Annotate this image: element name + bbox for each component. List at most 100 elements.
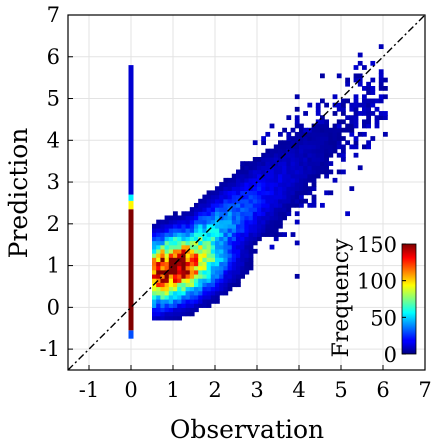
density-cell xyxy=(265,194,271,200)
density-cell xyxy=(328,169,334,175)
density-cell xyxy=(299,190,304,196)
density-cell xyxy=(341,102,346,108)
density-cell xyxy=(378,115,384,121)
density-cell xyxy=(210,261,216,267)
density-cell xyxy=(189,311,195,317)
density-cell xyxy=(223,244,229,250)
density-cell xyxy=(278,177,283,183)
y-tick-label: 1 xyxy=(47,254,60,278)
density-cell xyxy=(177,223,182,229)
density-cell xyxy=(223,273,229,279)
density-cell xyxy=(248,207,254,212)
density-cell xyxy=(349,186,355,192)
density-cell xyxy=(265,182,271,187)
density-cell xyxy=(231,265,237,271)
density-cell xyxy=(210,202,216,208)
x-tick-label: 7 xyxy=(418,378,431,402)
density-cell xyxy=(160,257,166,263)
density-cell xyxy=(206,253,212,258)
density-cell xyxy=(236,240,241,246)
density-cell xyxy=(282,232,287,237)
density-cell xyxy=(315,123,321,129)
density-cell xyxy=(168,244,174,250)
density-cell xyxy=(370,136,376,141)
density-cell xyxy=(269,190,275,196)
y-axis-ticks: -1 0 1 2 3 4 5 6 7 xyxy=(40,3,73,361)
density-cell xyxy=(299,173,304,179)
density-cell xyxy=(328,152,334,158)
density-cell xyxy=(273,228,279,233)
density-cell xyxy=(231,211,237,217)
density-cell xyxy=(282,215,287,221)
density-cell xyxy=(181,278,187,283)
density-cell xyxy=(311,177,317,183)
density-cell xyxy=(236,236,241,242)
density-cell xyxy=(311,182,317,187)
density-cell xyxy=(177,265,182,271)
density-cell xyxy=(265,148,271,154)
density-cell xyxy=(265,190,271,196)
density-cell xyxy=(282,207,287,212)
density-cell xyxy=(160,228,166,233)
density-cell xyxy=(181,273,187,279)
density-cell xyxy=(294,131,300,137)
density-cell xyxy=(173,294,178,300)
density-cell xyxy=(210,282,216,288)
density-cell xyxy=(236,273,241,279)
density-cell xyxy=(328,144,334,150)
density-cell xyxy=(240,223,245,229)
density-cell xyxy=(227,228,233,233)
density-cell xyxy=(219,182,224,187)
density-cell xyxy=(206,219,212,225)
density-cell xyxy=(257,198,262,204)
density-cell xyxy=(357,52,363,58)
density-cell xyxy=(194,244,199,250)
density-cell xyxy=(194,290,199,296)
density-cell xyxy=(181,223,187,229)
density-cell xyxy=(210,253,216,258)
density-cell xyxy=(294,148,300,154)
density-cell xyxy=(156,278,161,283)
density-cell xyxy=(215,290,220,296)
density-cell xyxy=(332,177,338,183)
density-cell xyxy=(366,111,371,116)
density-cell xyxy=(240,186,245,192)
density-cell xyxy=(366,81,371,87)
density-cell xyxy=(299,194,304,200)
density-cell xyxy=(315,136,321,141)
density-cell xyxy=(269,232,275,237)
density-cell xyxy=(219,198,224,204)
density-cell xyxy=(248,194,254,200)
density-cell xyxy=(286,186,292,192)
density-cell xyxy=(244,261,250,267)
density-cell xyxy=(160,244,166,250)
density-cell xyxy=(202,232,208,237)
density-cell xyxy=(303,140,308,146)
density-cell xyxy=(156,257,161,263)
density-cell xyxy=(194,307,199,313)
density-cell xyxy=(252,173,258,179)
density-cell xyxy=(164,294,170,300)
density-cell xyxy=(294,94,300,100)
density-cell xyxy=(349,115,355,121)
density-cell xyxy=(303,173,308,179)
density-cell xyxy=(278,207,283,212)
density-cell xyxy=(215,232,220,237)
density-cell xyxy=(278,194,283,200)
density-cell xyxy=(206,223,212,229)
density-cell xyxy=(189,307,195,313)
density-cell xyxy=(173,299,178,304)
density-cell xyxy=(341,111,346,116)
density-cell xyxy=(189,228,195,233)
density-cell xyxy=(206,211,212,217)
density-cell xyxy=(383,94,388,100)
density-cell xyxy=(269,202,275,208)
density-cell xyxy=(240,198,245,204)
density-cell xyxy=(215,253,220,258)
density-cell xyxy=(244,265,250,271)
density-cell xyxy=(257,182,262,187)
density-cell xyxy=(303,111,308,116)
density-cell xyxy=(307,190,313,196)
density-cell xyxy=(286,182,292,187)
density-cell xyxy=(265,207,271,212)
